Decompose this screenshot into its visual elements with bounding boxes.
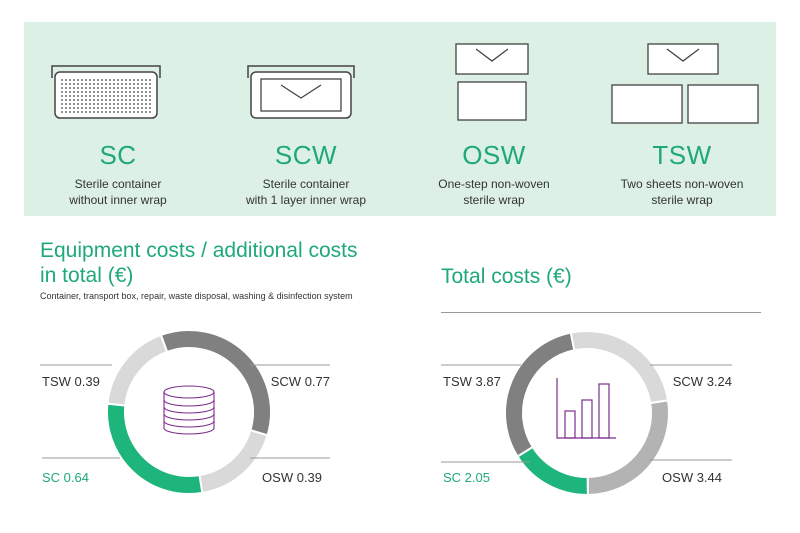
method-scw: SCW Sterile container with 1 layer inner… [212,22,400,216]
container-wrap-icon [247,65,355,119]
methods-band: SC Sterile container without inner wrap … [24,22,776,216]
title-divider [441,312,761,313]
slice-osw [198,428,269,495]
slice-label-sc: SC 2.05 [443,470,490,485]
bar-chart-icon [556,378,616,439]
method-sc: SC Sterile container without inner wrap [24,22,212,216]
method-description: Sterile container without inner wrap [69,177,167,207]
equipment-costs-subtitle: Container, transport box, repair, waste … [40,291,353,301]
stack-icon [163,385,215,435]
method-code: SCW [274,140,338,170]
slice-label-tsw: TSW 3.87 [443,374,501,389]
slice-tsw [504,331,576,458]
slice-scw [569,330,670,405]
slice-label-osw: OSW 0.39 [262,470,322,485]
method-description: One-step non-woven sterile wrap [438,177,550,207]
method-code: TSW [652,140,712,170]
slice-label-sc: SC 0.64 [42,470,89,485]
equipment-costs-title: Equipment costs / additional costs in to… [40,239,358,287]
method-code: SC [99,140,137,170]
method-tsw: TSW Two sheets non-woven sterile wrap [588,22,776,216]
container-perforated-icon [51,65,161,119]
slice-label-tsw: TSW 0.39 [42,374,100,389]
total-costs-labels: TSW 3.87 SC 2.05 SCW 3.24 OSW 3.44 [441,364,732,485]
method-osw: OSW One-step non-woven sterile wrap [400,22,588,216]
slice-label-scw: SCW 0.77 [271,374,330,389]
slice-label-osw: OSW 3.44 [662,470,722,485]
slice-sc [106,402,204,495]
slice-label-scw: SCW 3.24 [673,374,732,389]
method-code: OSW [462,140,526,170]
equipment-costs-labels: TSW 0.39 SC 0.64 SCW 0.77 OSW 0.39 [40,364,330,485]
total-costs-donut [504,330,670,497]
equipment-costs-donut [106,329,272,495]
slice-tsw [106,333,169,407]
total-costs-title: Total costs (€) [441,265,572,288]
one-sheet-wrap-icon [455,43,529,121]
slice-sc [516,445,589,496]
method-description: Sterile container with 1 layer inner wra… [245,177,367,207]
method-description: Two sheets non-woven sterile wrap [620,177,744,207]
two-sheet-wrap-icon [611,43,759,124]
slice-osw [586,399,670,497]
